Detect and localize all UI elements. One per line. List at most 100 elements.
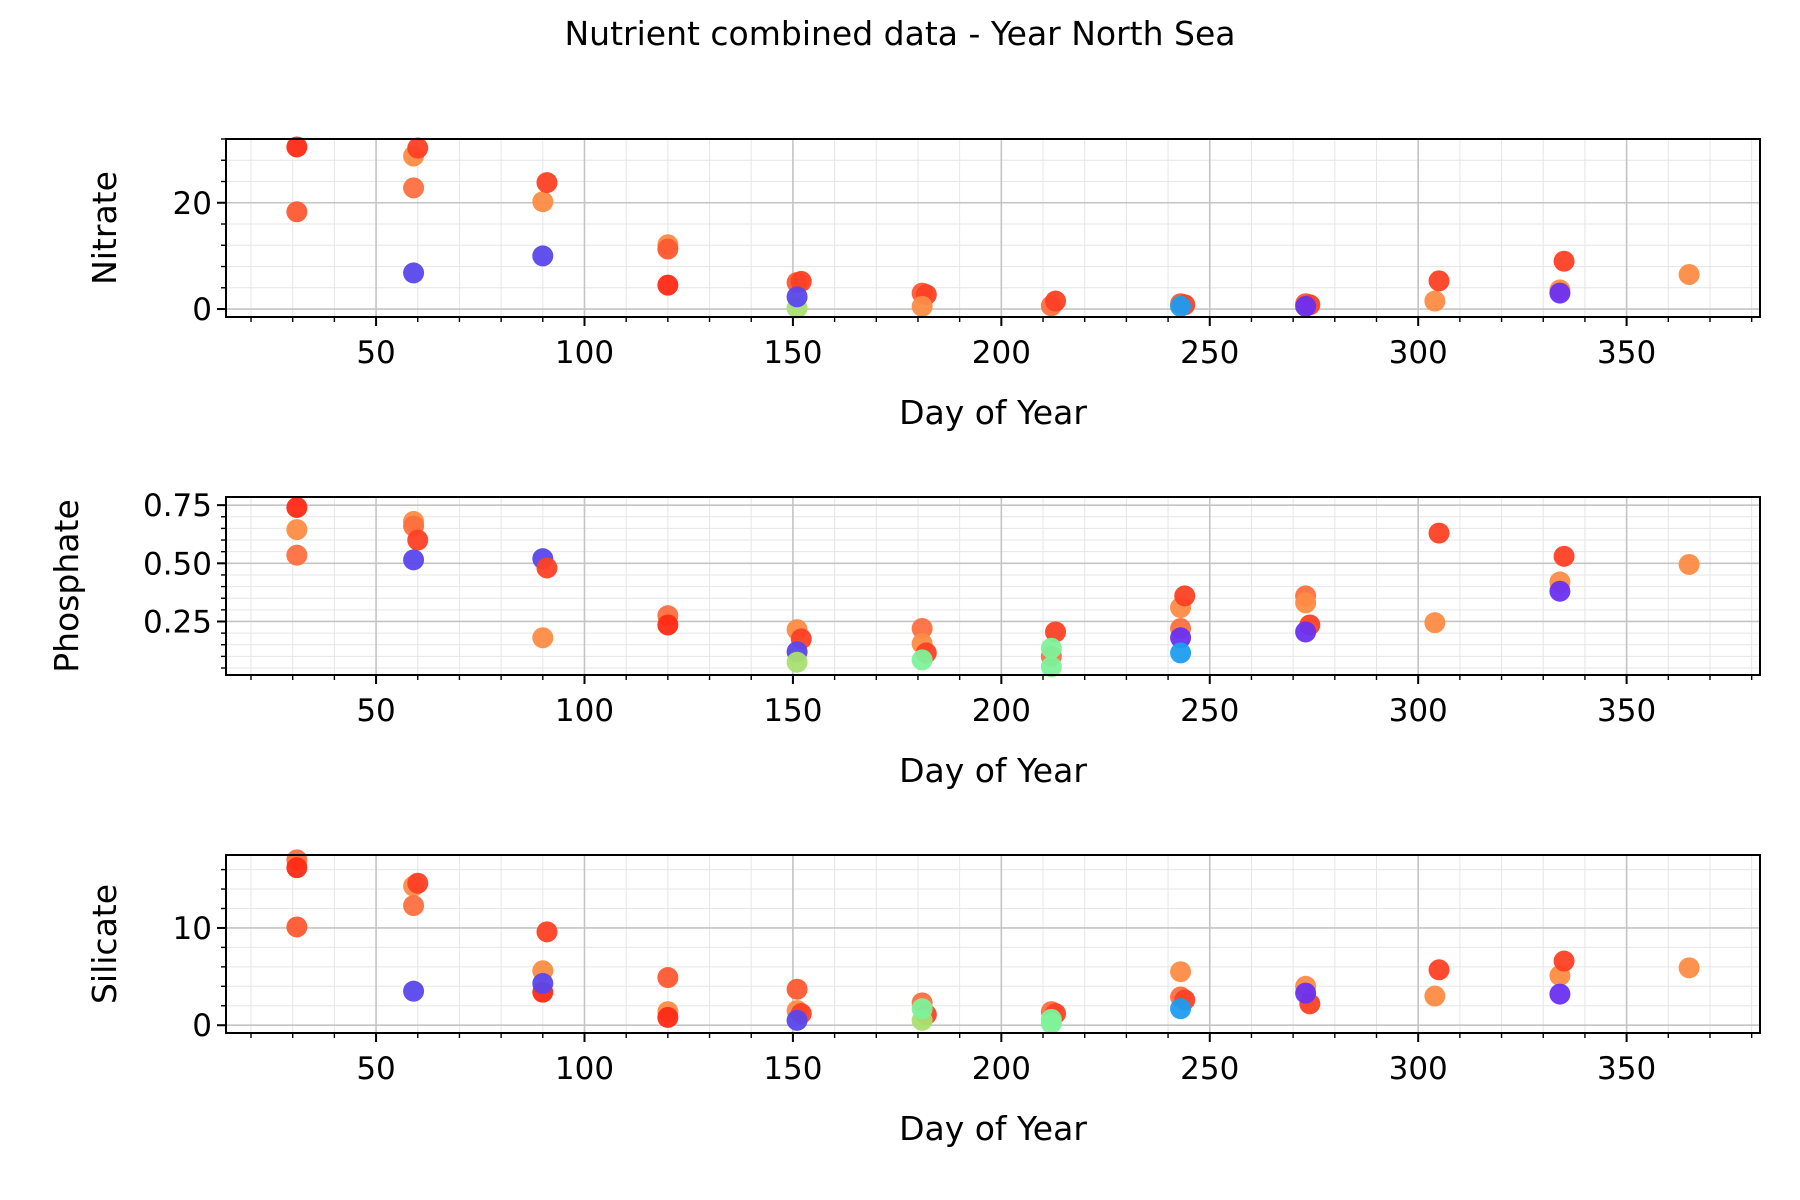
- x-tick-label: 250: [1180, 1051, 1239, 1087]
- data-point: [1295, 592, 1317, 614]
- data-point: [786, 1009, 808, 1031]
- y-tick-label: 0: [192, 1008, 212, 1044]
- data-point: [532, 627, 554, 649]
- x-tick-label: 100: [555, 1051, 614, 1087]
- x-tick-label: 300: [1389, 335, 1448, 371]
- x-axis-label: Day of Year: [899, 393, 1087, 432]
- data-point: [1549, 580, 1571, 602]
- x-tick-label: 350: [1597, 693, 1656, 729]
- data-point: [407, 529, 429, 551]
- y-axis-label: Silicate: [85, 884, 124, 1004]
- data-point: [786, 978, 808, 1000]
- data-point: [1170, 295, 1192, 317]
- data-point: [1424, 290, 1446, 312]
- data-point: [1040, 637, 1062, 659]
- x-tick-label: 100: [555, 693, 614, 729]
- y-axis-label: Nitrate: [85, 171, 124, 285]
- data-point: [536, 921, 558, 943]
- data-point: [1428, 959, 1450, 981]
- data-point: [407, 137, 429, 159]
- data-point: [286, 916, 308, 938]
- data-point: [403, 895, 425, 917]
- y-tick-label: 0.75: [143, 488, 212, 524]
- data-point: [532, 191, 554, 213]
- x-tick-label: 300: [1389, 693, 1448, 729]
- x-tick-label: 350: [1597, 1051, 1656, 1087]
- data-point: [786, 286, 808, 308]
- data-point: [532, 245, 554, 267]
- data-point: [286, 544, 308, 566]
- x-tick-label: 200: [972, 1051, 1031, 1087]
- x-tick-label: 50: [356, 335, 395, 371]
- data-point: [1678, 553, 1700, 575]
- y-tick-label: 10: [173, 911, 212, 947]
- data-point: [786, 651, 808, 673]
- data-point: [403, 980, 425, 1002]
- x-tick-label: 200: [972, 335, 1031, 371]
- data-point: [286, 519, 308, 541]
- data-point: [911, 295, 933, 317]
- data-point: [1170, 642, 1192, 664]
- data-point: [911, 617, 933, 639]
- data-point: [1040, 1012, 1062, 1034]
- x-tick-label: 50: [356, 1051, 395, 1087]
- data-point: [1040, 656, 1062, 678]
- data-point: [657, 1006, 679, 1028]
- data-point: [407, 872, 429, 894]
- data-point: [1428, 270, 1450, 292]
- data-point: [286, 857, 308, 879]
- panel-silicate: 50 100 150 200 250 300 350 0 10 Day of Year Silica…: [85, 849, 1761, 1148]
- data-point: [1678, 957, 1700, 979]
- data-point: [1424, 612, 1446, 634]
- x-tick-label: 150: [763, 1051, 822, 1087]
- data-point: [1424, 985, 1446, 1007]
- data-point: [1549, 983, 1571, 1005]
- data-point: [657, 614, 679, 636]
- data-point: [1295, 295, 1317, 317]
- data-point: [403, 262, 425, 284]
- data-point: [657, 238, 679, 260]
- y-tick-label: 0: [192, 292, 212, 328]
- plot-frame: [225, 496, 1761, 676]
- x-axis-label: Day of Year: [899, 751, 1087, 790]
- data-point: [1170, 961, 1192, 983]
- data-point: [1045, 621, 1067, 643]
- data-point: [911, 649, 933, 671]
- x-tick-label: 100: [555, 335, 614, 371]
- data-point: [536, 557, 558, 579]
- data-point: [1428, 522, 1450, 544]
- panel-nitrate: 50 100 150 200 250 300 350 0 20 Day of Year Nitrat…: [85, 136, 1761, 432]
- y-tick-label: 0.50: [143, 546, 212, 582]
- data-point: [536, 172, 558, 194]
- plot-frame: [225, 854, 1761, 1034]
- data-point: [911, 998, 933, 1020]
- plot-frame: [225, 138, 1761, 318]
- chart-title: Nutrient combined data - Year North Sea: [564, 14, 1236, 53]
- data-point: [657, 274, 679, 296]
- x-tick-label: 350: [1597, 335, 1656, 371]
- x-tick-label: 300: [1389, 1051, 1448, 1087]
- data-point: [1553, 545, 1575, 567]
- data-point: [403, 549, 425, 571]
- x-tick-label: 150: [763, 693, 822, 729]
- x-tick-label: 200: [972, 693, 1031, 729]
- x-tick-label: 250: [1180, 335, 1239, 371]
- data-point: [1174, 585, 1196, 607]
- data-point: [286, 201, 308, 223]
- data-point: [403, 177, 425, 199]
- data-point: [286, 136, 308, 158]
- x-tick-label: 50: [356, 693, 395, 729]
- panel-phosphate: 50 100 150 200 250 300 350 0.25 0.50 0.75 Day of Y…: [47, 488, 1761, 790]
- data-point: [1045, 290, 1067, 312]
- data-point: [286, 496, 308, 518]
- data-point: [1678, 263, 1700, 285]
- y-axis-label: Phosphate: [47, 499, 86, 673]
- data-point: [1295, 982, 1317, 1004]
- data-point: [1553, 250, 1575, 272]
- x-tick-label: 150: [763, 335, 822, 371]
- x-axis-label: Day of Year: [899, 1109, 1087, 1148]
- data-point: [1549, 282, 1571, 304]
- x-tick-label: 250: [1180, 693, 1239, 729]
